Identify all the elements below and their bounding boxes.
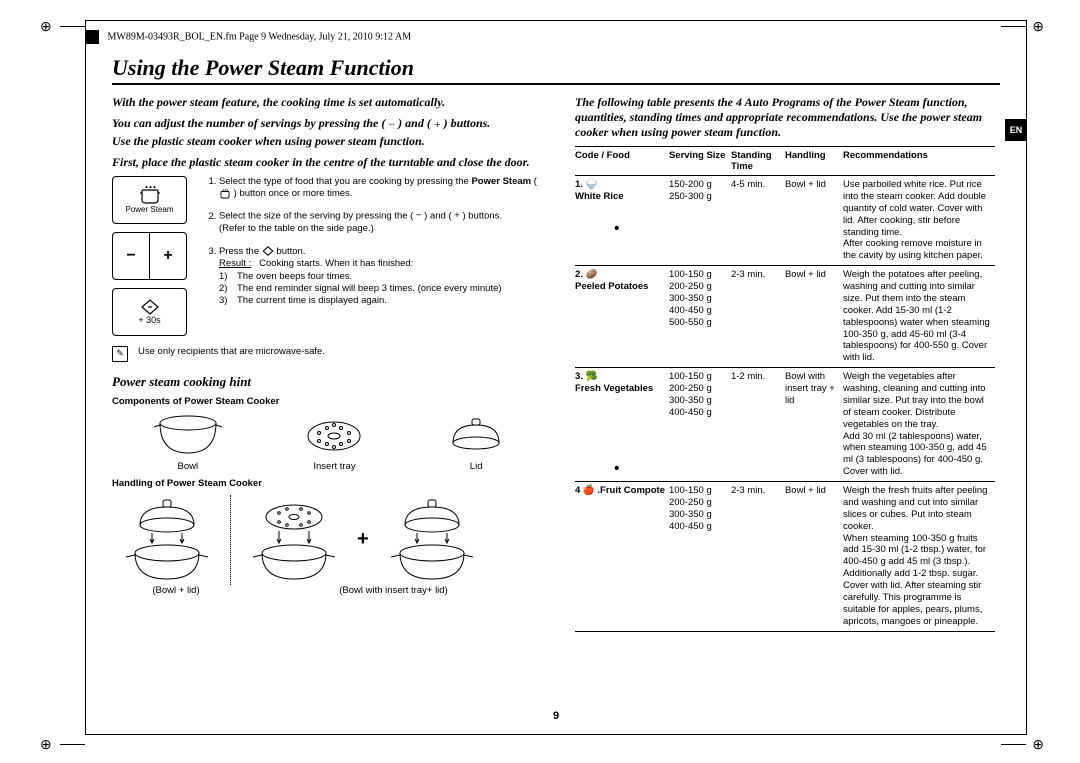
text: ) and ( xyxy=(395,116,434,130)
table-cell: 100-150 g200-250 g300-350 g400-450 g xyxy=(669,482,731,632)
intro-p3: Use the plastic steam cooker when using … xyxy=(112,134,547,149)
component-tray: Insert tray xyxy=(299,413,369,472)
crop-line xyxy=(60,26,85,27)
intro-p2: You can adjust the number of servings by… xyxy=(112,116,547,132)
table-cell: 2-3 min. xyxy=(731,482,785,632)
table-cell: Weigh the fresh fruits after peeling and… xyxy=(843,482,995,632)
power-steam-label: Power Steam xyxy=(125,205,173,214)
handling-heading: Handling of Power Steam Cooker xyxy=(112,478,547,489)
table-cell: Weigh the potatoes after peeling, washin… xyxy=(843,266,995,368)
table-cell: Bowl + lid xyxy=(785,266,843,368)
table-row: 2. 🥔Peeled Potatoes100-150 g200-250 g300… xyxy=(575,266,995,368)
minus-button[interactable]: − xyxy=(113,233,150,279)
tray-assembly-icon xyxy=(239,495,349,585)
table-cell: Use parboiled white rice. Put rice into … xyxy=(843,176,995,266)
handling-left-label: (Bowl + lid) xyxy=(112,585,240,596)
components-heading: Components of Power Steam Cooker xyxy=(112,396,547,407)
table-cell: Bowl + lid xyxy=(785,176,843,266)
th-standing: Standing Time xyxy=(731,147,785,176)
reg-mark-br: ⊕ xyxy=(1032,736,1044,753)
table-row: 1. 🍚White Rice150-200 g250-300 g4-5 min.… xyxy=(575,176,995,266)
steps-list: Select the type of food that you are coo… xyxy=(201,176,547,318)
note: ✎ Use only recipients that are microwave… xyxy=(112,346,547,362)
step-2: Select the size of the serving by pressi… xyxy=(219,210,547,235)
th-rec: Recommendations xyxy=(843,147,995,176)
start-icon xyxy=(140,299,160,315)
bullet-divider: • xyxy=(614,221,620,237)
reg-mark-bl: ⊕ xyxy=(40,736,52,753)
th-handling: Handling xyxy=(785,147,843,176)
components-row: Bowl Insert tray xyxy=(112,413,547,472)
start-icon-inline xyxy=(262,246,274,256)
handling-right-label: (Bowl with insert tray+ lid) xyxy=(240,585,547,596)
intro-p1: With the power steam feature, the cookin… xyxy=(112,95,547,110)
note-text: Use only recipients that are microwave-s… xyxy=(138,346,325,357)
th-code: Code / Food xyxy=(575,147,669,176)
table-cell: Weigh the vegetables after washing, clea… xyxy=(843,368,995,482)
step-1: Select the type of food that you are coo… xyxy=(219,176,547,201)
tray-label: Insert tray xyxy=(313,461,355,472)
bullet-divider: • xyxy=(614,461,620,477)
page-frame: EN Using the Power Steam Function With t… xyxy=(85,20,1027,735)
lid-icon xyxy=(441,413,511,459)
handling-row: + xyxy=(112,495,547,585)
programs-table: Code / Food Serving Size Standing Time H… xyxy=(575,146,995,632)
page-number: 9 xyxy=(553,710,559,722)
language-tab: EN xyxy=(1005,119,1027,141)
bowl-lid-assembly-icon-2 xyxy=(377,495,487,585)
component-bowl: Bowl xyxy=(148,413,228,472)
table-cell: 4-5 min. xyxy=(731,176,785,266)
table-cell: Bowl with insert tray + lid xyxy=(785,368,843,482)
table-row: 4 🍎 .Fruit Compote100-150 g200-250 g300-… xyxy=(575,482,995,632)
note-icon: ✎ xyxy=(112,346,128,362)
step-3: Press the button. Result : Cooking start… xyxy=(219,246,547,308)
reg-mark-tr: ⊕ xyxy=(1032,18,1044,35)
table-cell: 4 🍎 .Fruit Compote xyxy=(575,482,669,632)
bowl-label: Bowl xyxy=(178,461,199,472)
text: ) buttons. xyxy=(441,116,491,130)
right-intro: The following table presents the 4 Auto … xyxy=(575,95,995,140)
reg-mark-tl: ⊕ xyxy=(40,18,52,35)
table-cell: 2-3 min. xyxy=(731,266,785,368)
intro-p4: First, place the plastic steam cooker in… xyxy=(112,155,547,170)
start-label: + 30s xyxy=(138,315,160,325)
table-cell: 100-150 g200-250 g300-350 g400-450 g xyxy=(669,368,731,482)
table-cell: 1-2 min. xyxy=(731,368,785,482)
hint-heading: Power steam cooking hint xyxy=(112,374,547,390)
table-cell: 3. 🥦Fresh Vegetables xyxy=(575,368,669,482)
plus-joiner: + xyxy=(357,528,369,551)
lid-label: Lid xyxy=(470,461,483,472)
pot-icon-inline xyxy=(219,189,231,199)
divider xyxy=(230,495,231,585)
table-cell: 2. 🥔Peeled Potatoes xyxy=(575,266,669,368)
table-cell: 100-150 g200-250 g300-350 g400-450 g500-… xyxy=(669,266,731,368)
plus-button[interactable]: + xyxy=(150,233,186,279)
start-button[interactable]: + 30s xyxy=(112,288,187,336)
power-steam-button[interactable]: Power Steam xyxy=(112,176,187,224)
right-column: The following table presents the 4 Auto … xyxy=(575,95,995,632)
serving-adjust-buttons[interactable]: − + xyxy=(112,232,187,280)
tray-icon xyxy=(299,413,369,459)
bowl-lid-assembly-icon xyxy=(112,495,222,585)
text: You can adjust the number of servings by… xyxy=(112,116,388,130)
pot-icon xyxy=(138,185,162,205)
page-title: Using the Power Steam Function xyxy=(112,55,1000,85)
table-row: 3. 🥦Fresh Vegetables100-150 g200-250 g30… xyxy=(575,368,995,482)
table-cell: 1. 🍚White Rice xyxy=(575,176,669,266)
crop-line xyxy=(1001,744,1026,745)
table-cell: 150-200 g250-300 g xyxy=(669,176,731,266)
control-panel: Power Steam − + + 30s xyxy=(112,176,187,336)
th-serving: Serving Size xyxy=(669,147,731,176)
table-cell: Bowl + lid xyxy=(785,482,843,632)
bowl-icon xyxy=(148,413,228,459)
crop-line xyxy=(60,744,85,745)
component-lid: Lid xyxy=(441,413,511,472)
left-column: With the power steam feature, the cookin… xyxy=(112,95,547,632)
